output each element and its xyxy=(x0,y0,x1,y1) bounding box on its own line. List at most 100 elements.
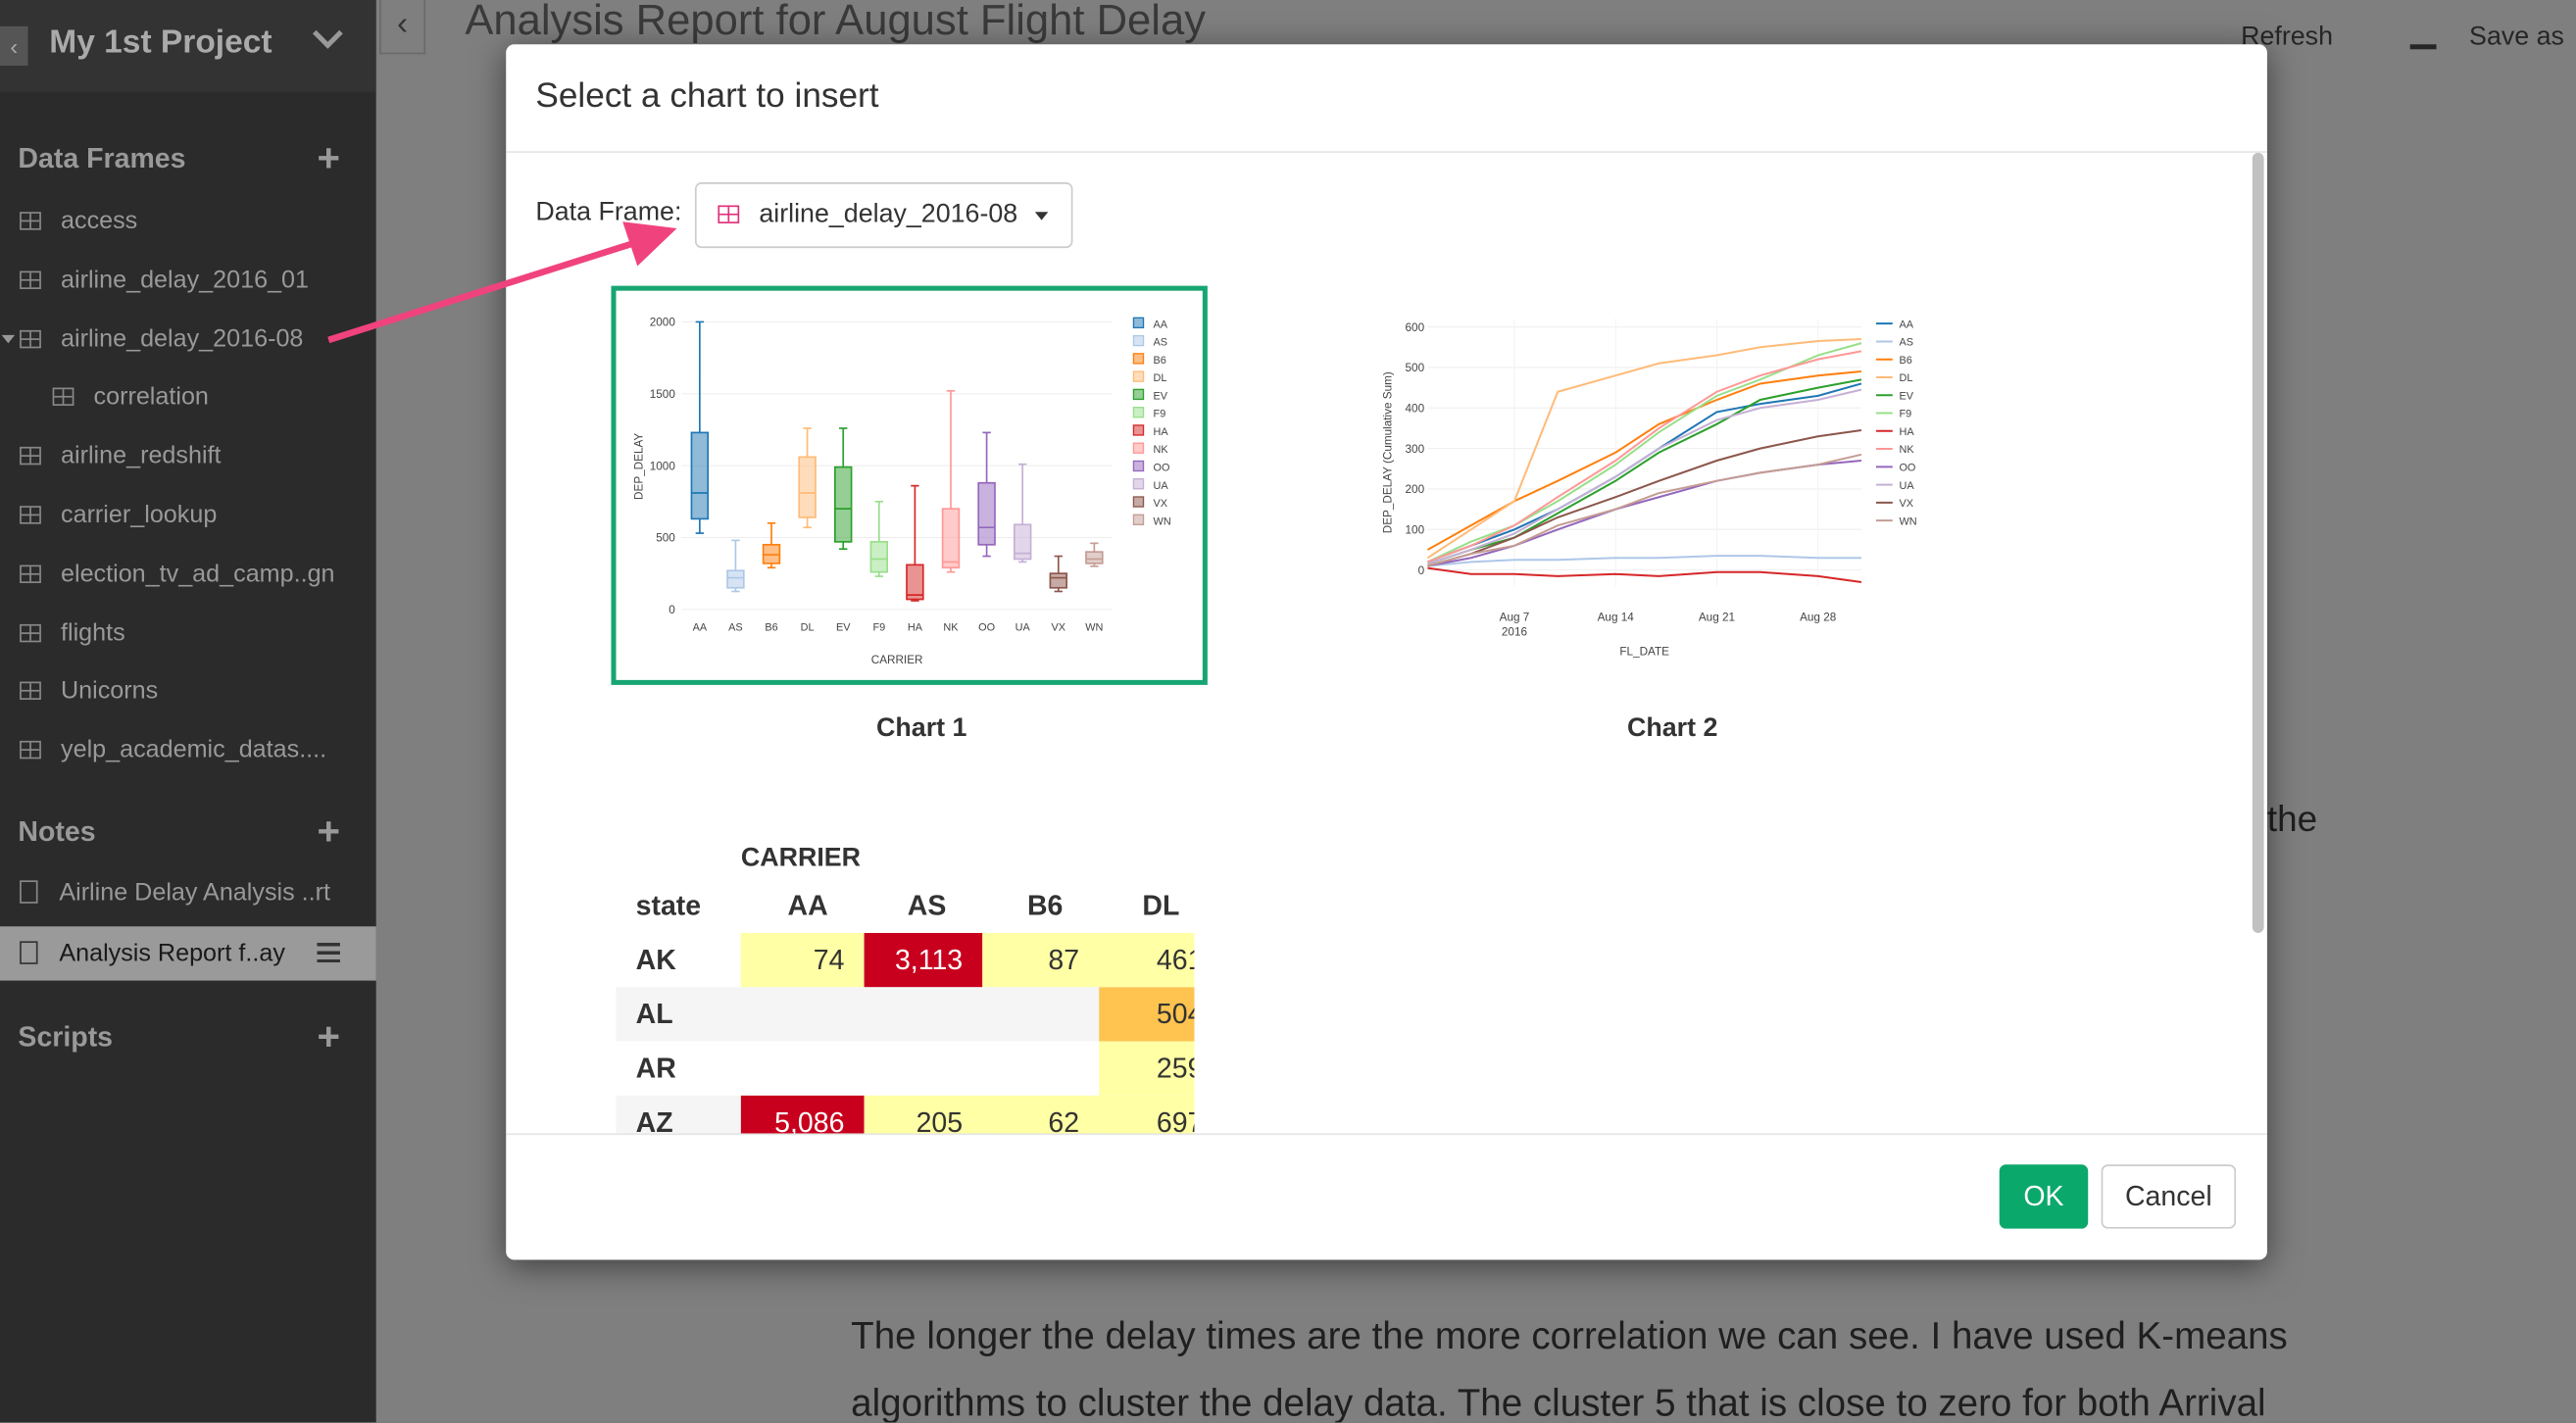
table-row xyxy=(616,987,1195,1042)
y-tick-label: 1000 xyxy=(650,460,676,472)
legend-label: AS xyxy=(1899,337,1913,349)
box xyxy=(1049,572,1067,589)
box xyxy=(1013,523,1032,561)
y-tick-label: 2000 xyxy=(650,317,676,329)
table-cell: 259 xyxy=(1099,1041,1195,1096)
x-tick-label: AS xyxy=(728,622,743,634)
document-text: The longer the delay times are the more … xyxy=(851,1313,2288,1357)
selected-row xyxy=(0,926,376,981)
box xyxy=(941,508,961,569)
table-icon xyxy=(20,623,41,642)
legend-swatch xyxy=(1132,478,1145,490)
column-header: state xyxy=(635,890,702,922)
x-tick-label: UA xyxy=(1016,622,1031,634)
table-cell xyxy=(982,987,1099,1041)
line xyxy=(1426,337,1861,560)
legend-swatch xyxy=(1132,353,1145,365)
legend-swatch xyxy=(1132,406,1145,418)
column-header: B6 xyxy=(1026,890,1064,922)
table-cell: 5,086 xyxy=(740,1095,865,1134)
chart: 0 100 200 300 400 500 600 Aug 7 2016 Aug 14 Aug 21… xyxy=(1382,319,1917,659)
x-tick-label: Aug 14 xyxy=(1598,612,1635,624)
x-tick-year: 2016 xyxy=(1502,626,1527,639)
y-tick-label: 600 xyxy=(1406,321,1425,334)
divider xyxy=(506,1133,2267,1136)
x-tick-label: AA xyxy=(693,622,708,634)
legend-label: EV xyxy=(1154,390,1168,402)
x-tick-label: OO xyxy=(978,622,995,634)
box xyxy=(833,466,853,543)
note-icon xyxy=(20,941,38,964)
table-cell: 87 xyxy=(982,932,1100,988)
legend-label: AA xyxy=(1154,319,1168,330)
table-cell xyxy=(741,1042,865,1096)
table-icon xyxy=(20,329,41,348)
legend-swatch xyxy=(1132,460,1145,472)
scrollbar xyxy=(2252,152,2264,933)
chart-thumbnail[interactable]: 0 100 200 300 400 500 600 Aug 7 2016 Aug 14 Aug 21… xyxy=(1363,286,1959,685)
ok-button[interactable]: OK xyxy=(1999,1164,2089,1229)
save-button: Save as xyxy=(2469,23,2564,51)
note-icon xyxy=(20,880,38,904)
x-axis-title: FL_DATE xyxy=(1619,646,1669,659)
chart-label: Chart 1 xyxy=(876,714,967,743)
data-frame-select[interactable]: airline_delay_2016-08 xyxy=(694,182,1073,249)
table-cell xyxy=(741,987,865,1041)
data-frame-item: airline_redshift xyxy=(61,442,222,470)
legend-swatch xyxy=(1132,424,1145,436)
divider xyxy=(506,151,2267,153)
box xyxy=(977,481,996,546)
line xyxy=(1427,350,1862,564)
modal-title: Select a chart to insert xyxy=(535,76,879,116)
table-icon xyxy=(20,212,41,230)
note-item: Analysis Report f..ay xyxy=(59,939,285,968)
legend-swatch xyxy=(1132,514,1145,525)
box xyxy=(1085,551,1104,564)
box xyxy=(726,569,745,589)
y-tick-label: 200 xyxy=(1406,483,1425,496)
x-tick-label: Aug 21 xyxy=(1699,612,1735,624)
x-tick-label: NK xyxy=(943,622,959,634)
y-tick-label: 300 xyxy=(1406,443,1425,456)
legend-swatch xyxy=(1132,317,1145,329)
data-frame-item: carrier_lookup xyxy=(61,501,218,529)
column-group-title: CARRIER xyxy=(740,844,862,872)
document-text: the xyxy=(2266,798,2318,840)
legend-label: WN xyxy=(1154,515,1171,527)
modal: Select a chart to insert Data Frame: airli… xyxy=(506,44,2267,1260)
legend-label: EV xyxy=(1899,390,1913,402)
legend-label: NK xyxy=(1899,444,1914,456)
x-tick-label: B6 xyxy=(765,622,777,634)
table-icon xyxy=(20,506,41,524)
legend-label: VX xyxy=(1154,498,1168,510)
data-frame-item: election_tv_ad_camp..gn xyxy=(61,560,335,588)
legend-swatch xyxy=(1132,334,1145,347)
cancel-button[interactable]: Cancel xyxy=(2101,1164,2237,1229)
table-cell xyxy=(865,987,983,1041)
legend-label: NK xyxy=(1154,444,1169,456)
x-tick-label: Aug 28 xyxy=(1800,612,1837,624)
select-value: airline_delay_2016-08 xyxy=(759,200,1018,228)
chart-thumbnail[interactable]: 0 500 1000 1500 2000 DEP_DELAY CARRIER AA AS B6 DL… xyxy=(611,285,1208,685)
table-icon xyxy=(52,388,74,407)
table-cell: 697 xyxy=(1099,1095,1195,1134)
x-tick-label: DL xyxy=(801,622,815,634)
x-tick-label: Aug 7 xyxy=(1500,612,1530,624)
line xyxy=(1427,555,1861,567)
table-cell: 62 xyxy=(982,1095,1100,1134)
legend-label: F9 xyxy=(1154,409,1166,420)
table-cell: 205 xyxy=(864,1095,983,1134)
legend-label: DL xyxy=(1899,372,1912,384)
legend-label: B6 xyxy=(1899,355,1911,367)
table-cell: 461 xyxy=(1099,932,1195,988)
row-header: AL xyxy=(635,999,673,1030)
data-frame-item: flights xyxy=(61,618,125,647)
row-header: AR xyxy=(635,1053,676,1085)
table-icon xyxy=(718,205,740,223)
data-frame-item: airline_delay_2016_01 xyxy=(61,266,310,294)
note-item: Airline Delay Analysis ..rt xyxy=(59,878,330,908)
y-tick-label: 400 xyxy=(1406,402,1425,415)
back-button: ‹ xyxy=(379,0,426,55)
x-axis-title: CARRIER xyxy=(871,654,923,666)
row-header: AZ xyxy=(635,1106,673,1134)
